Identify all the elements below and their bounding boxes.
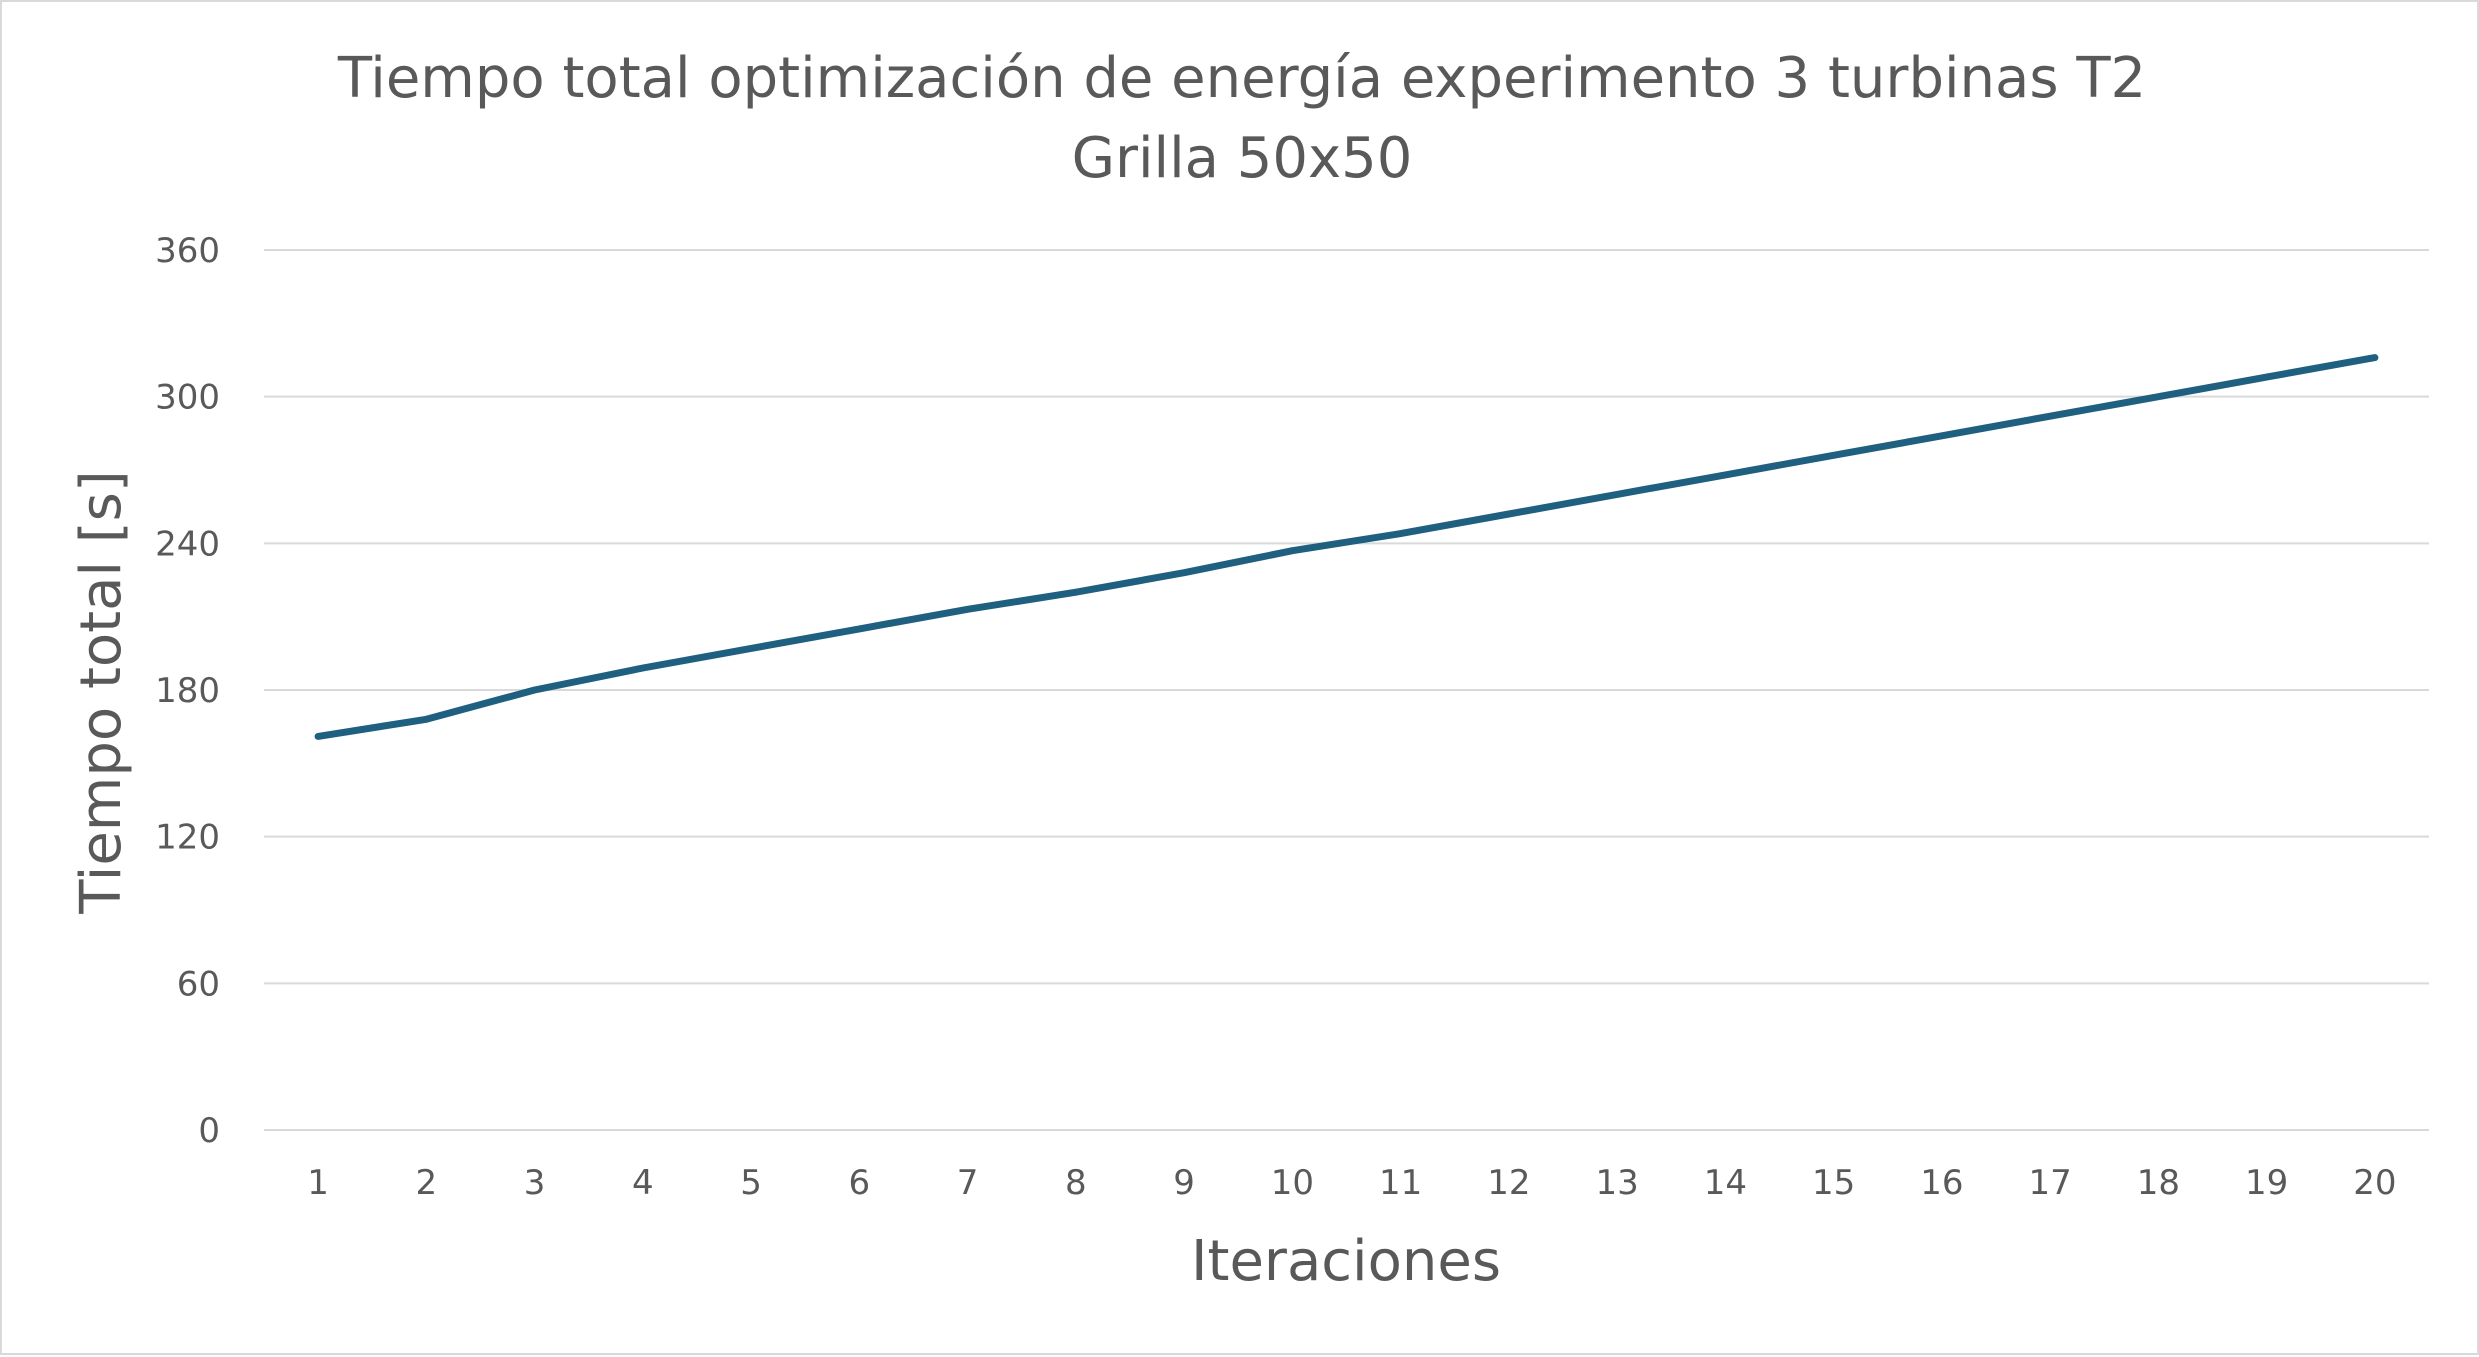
x-tick-label: 4 [632, 1163, 654, 1203]
y-tick-label: 360 [155, 231, 220, 271]
gridlines [264, 249, 2429, 1131]
x-tick-label: 15 [1812, 1163, 1855, 1203]
x-tick-label: 3 [524, 1163, 546, 1203]
y-tick-label: 0 [198, 1111, 220, 1151]
x-tick-label: 1 [307, 1163, 329, 1203]
x-tick-label: 13 [1595, 1163, 1638, 1203]
y-tick-label: 180 [155, 671, 220, 711]
x-tick-label: 11 [1379, 1163, 1422, 1203]
x-tick-label: 7 [957, 1163, 979, 1203]
y-tick-label: 120 [155, 818, 220, 858]
y-tick-label: 300 [155, 378, 220, 418]
x-tick-label: 20 [2353, 1163, 2396, 1203]
x-tick-label: 14 [1704, 1163, 1747, 1203]
series-line-0 [314, 354, 2379, 740]
x-tick-label: 2 [416, 1163, 438, 1203]
y-tick-label: 240 [155, 524, 220, 564]
x-axis-ticks: 1 2 3 4 5 6 7 8 9 10 11 12 13 14 15 16 17 18 19 20 [307, 1163, 2396, 1203]
y-axis-title: Tiempo total [s] [69, 470, 134, 914]
y-tick-label: 60 [177, 964, 220, 1004]
x-tick-label: 18 [2137, 1163, 2180, 1203]
chart-subtitle: Grilla 50x50 [1072, 126, 1413, 191]
chart-title: Tiempo total optimización de energía exp… [337, 46, 2146, 111]
x-tick-label: 12 [1487, 1163, 1530, 1203]
x-tick-label: 17 [2028, 1163, 2071, 1203]
x-tick-label: 6 [849, 1163, 871, 1203]
x-tick-label: 5 [740, 1163, 762, 1203]
x-tick-label: 8 [1065, 1163, 1087, 1203]
x-tick-label: 9 [1173, 1163, 1195, 1203]
x-tick-label: 10 [1271, 1163, 1314, 1203]
x-axis-title: Iteraciones [1191, 1229, 1501, 1294]
x-tick-label: 16 [1920, 1163, 1963, 1203]
series-lines [314, 354, 2379, 740]
y-axis-ticks: 0 60 120 180 240 300 360 [155, 231, 220, 1151]
x-tick-label: 19 [2245, 1163, 2288, 1203]
